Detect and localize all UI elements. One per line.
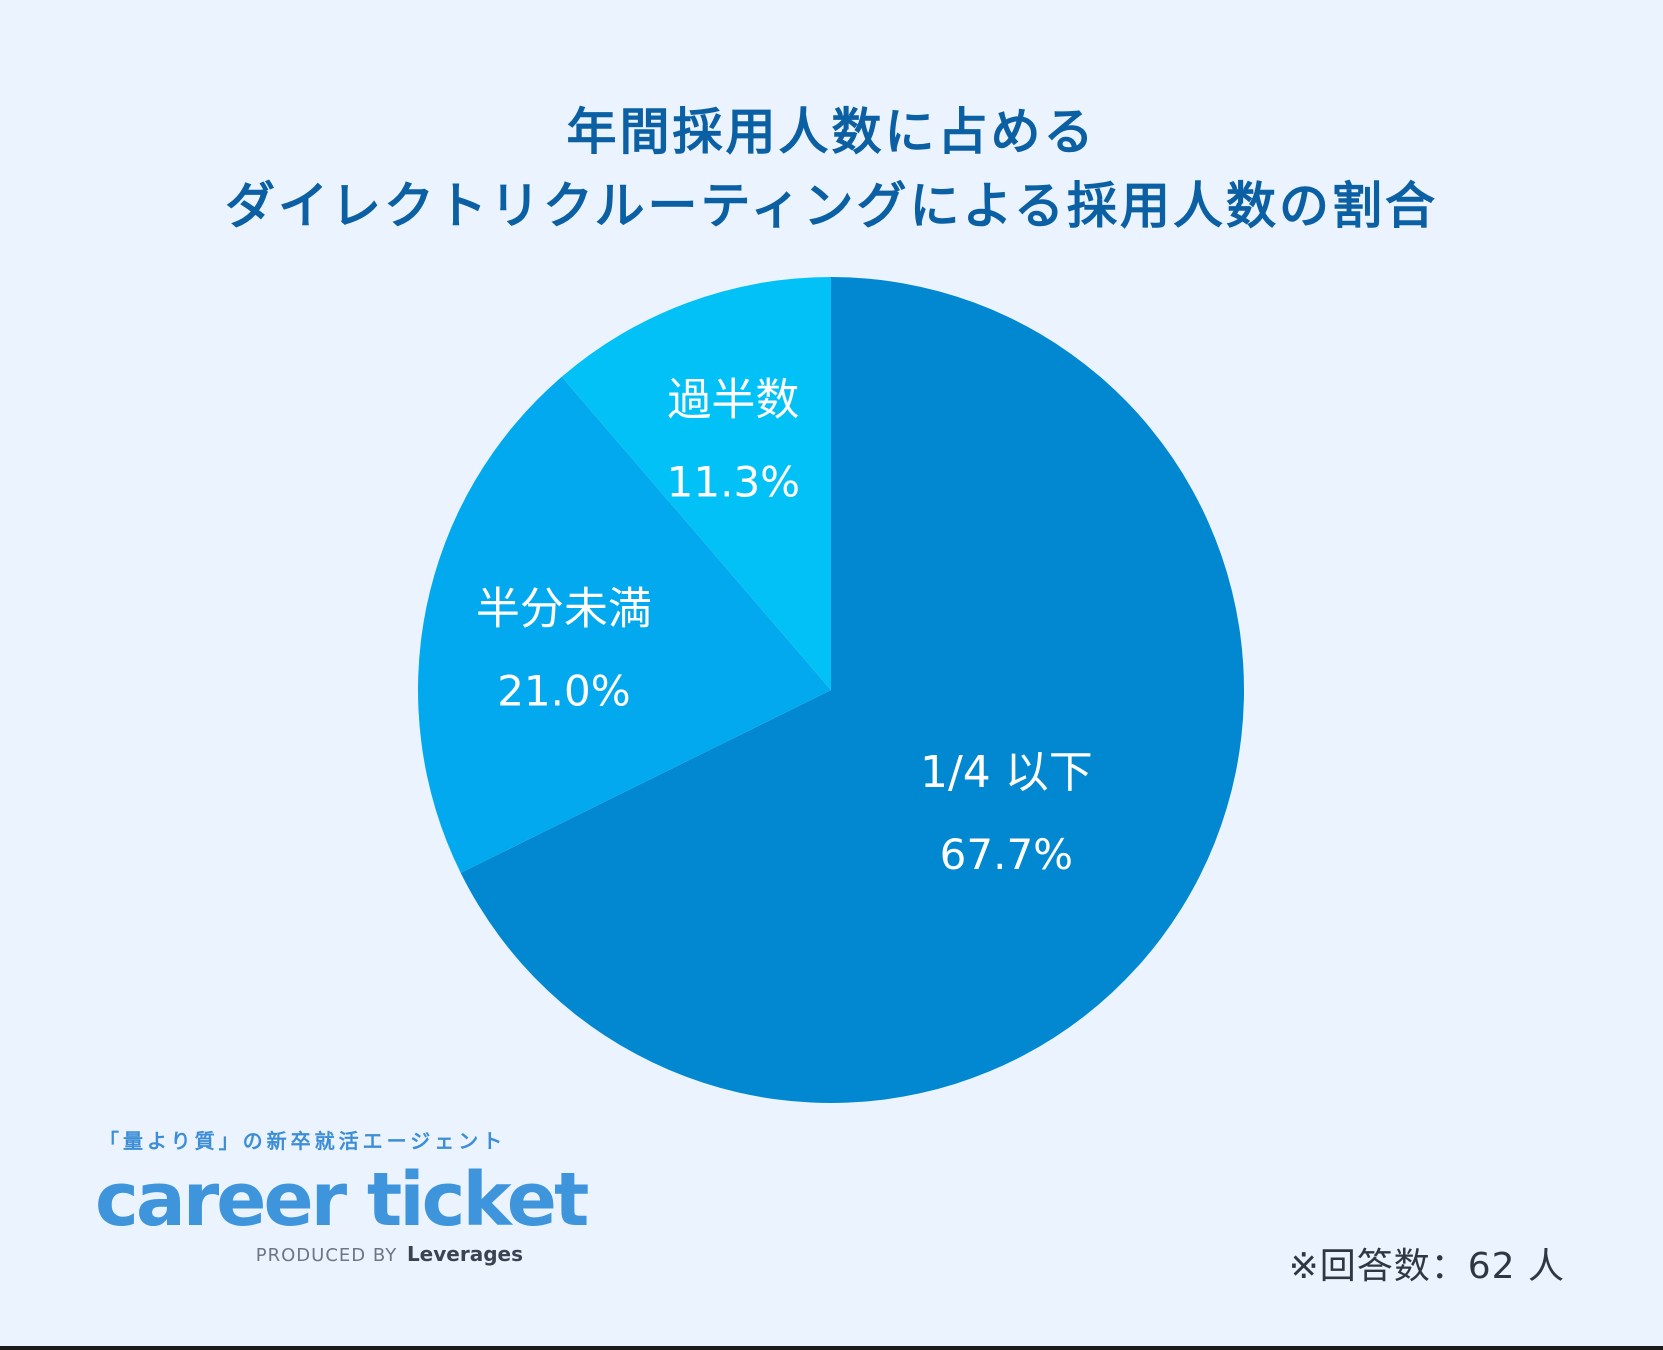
pie-labels: 1/4 以下 67.7% 半分未満 21.0% 過半数 11.3%	[476, 375, 1093, 879]
chart-title-line-2: ダイレクトリクルーティングによる採用人数の割合	[225, 177, 1438, 235]
slice-value-label: 11.3%	[667, 458, 800, 507]
produced-by-line: PRODUCED BY Leverages	[95, 1242, 523, 1266]
pie-slices	[418, 277, 1244, 1103]
respondent-count-note: ※回答数：62 人	[1288, 1246, 1565, 1287]
leverages-logo: Leverages	[406, 1242, 523, 1266]
chart-title-line-1: 年間採用人数に占める	[566, 103, 1097, 161]
chart-title: 年間採用人数に占める ダイレクトリクルーティングによる採用人数の割合	[0, 95, 1663, 243]
slice-category-label: 半分未満	[476, 584, 652, 635]
pie-slice	[460, 277, 1244, 1103]
career-ticket-logo: career ticket	[95, 1157, 589, 1243]
pie-slice	[561, 277, 831, 690]
brand-tagline: 「量より質」の新卒就活エージェント	[99, 1129, 507, 1153]
pie-slice	[418, 376, 831, 873]
slice-value-label: 21.0%	[497, 667, 630, 716]
produced-by-label: PRODUCED BY	[255, 1245, 398, 1266]
slice-category-label: 過半数	[667, 375, 799, 426]
bottom-border	[0, 1346, 1663, 1350]
slice-category-label: 1/4 以下	[920, 747, 1093, 798]
slice-value-label: 67.7%	[940, 830, 1073, 879]
brand-block: 「量より質」の新卒就活エージェント career ticket PRODUCED…	[95, 1125, 589, 1266]
